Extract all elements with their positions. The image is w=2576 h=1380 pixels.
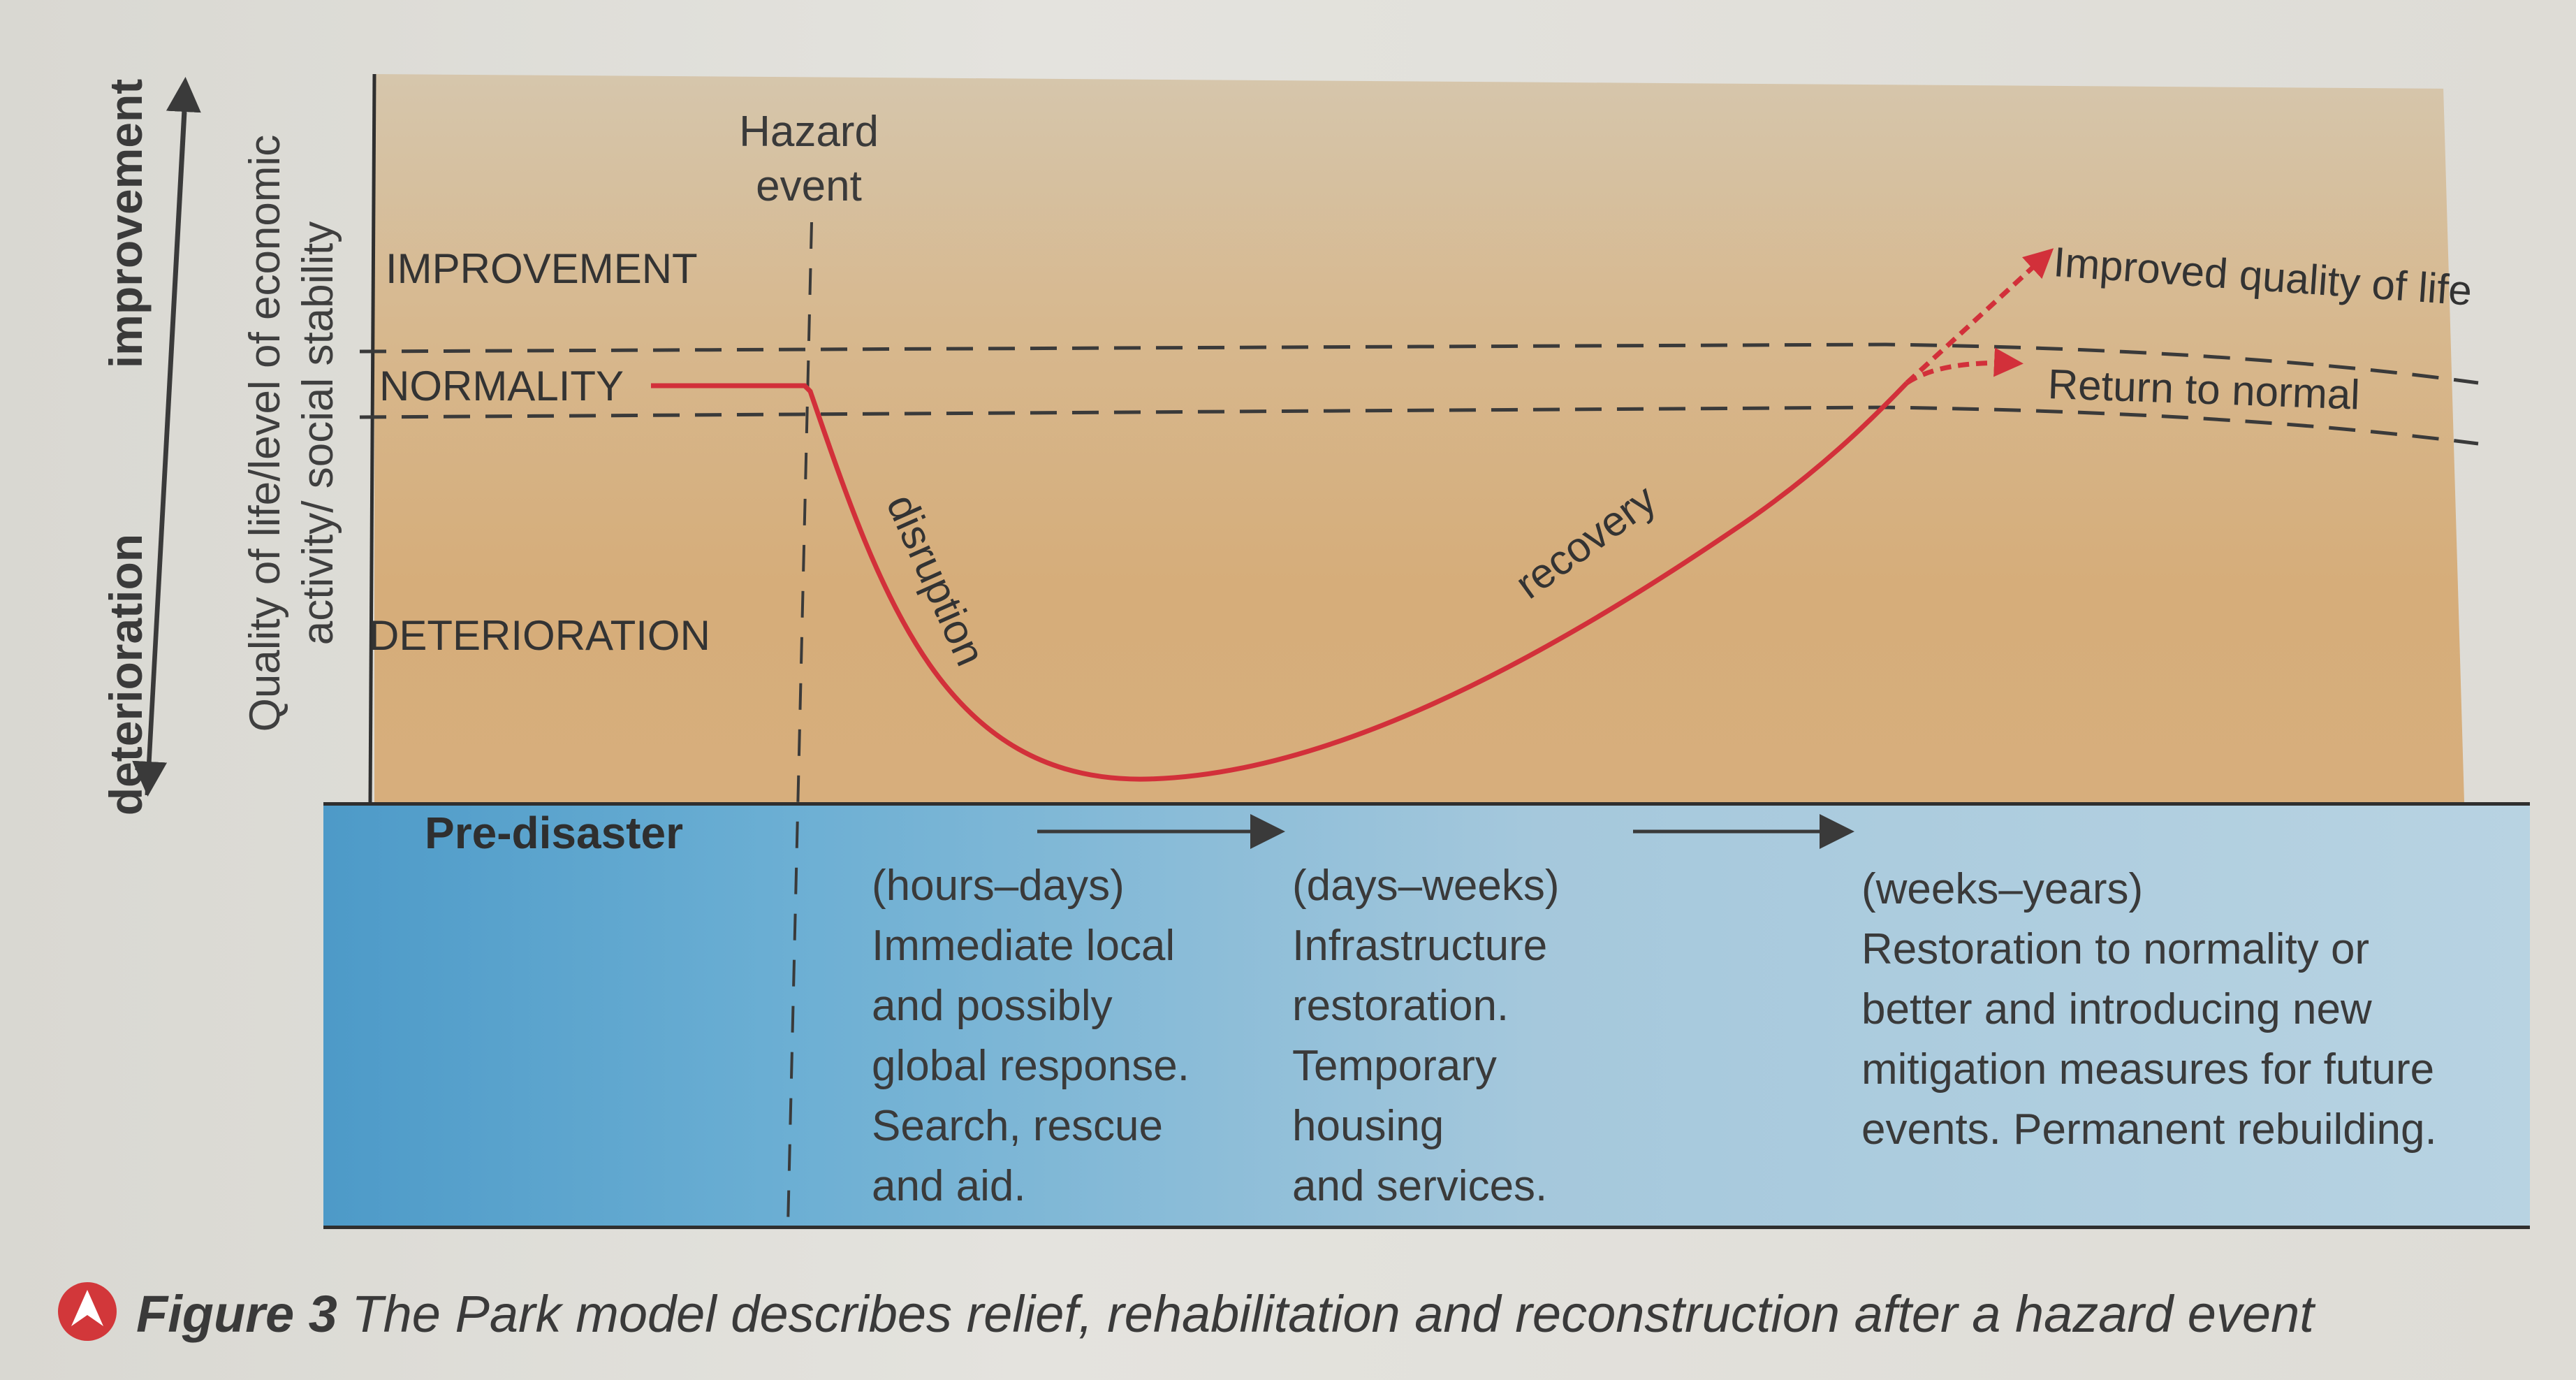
phase-reconstruction-time: (weeks–years) (1861, 865, 2144, 913)
band-deterioration-label: DETERIORATION (369, 612, 710, 659)
phase-reconstruction: (weeks–years) Restoration to normality o… (1861, 859, 2437, 1160)
band-improvement-label: IMPROVEMENT (386, 245, 698, 292)
normal-outcome-arrow-icon (1905, 347, 2024, 385)
phase-relief-time: (hours–days) (872, 862, 1125, 910)
band-normality-label: NORMALITY (379, 363, 624, 409)
axis-deterioration-label: deterioration (100, 533, 152, 816)
axis-improvement-label: improvement (100, 78, 152, 369)
phase-rehabilitation: (days–weeks) Infrastructure restoration.… (1292, 856, 1559, 1216)
phase-relief: (hours–days) Immediate local and possibl… (872, 856, 1190, 1216)
pre-disaster-label: Pre-disaster (425, 808, 683, 858)
phase-timeline-panel (323, 802, 2530, 1229)
chart-plot-area (374, 74, 2464, 802)
figure-caption-text: The Park model describes relief, rehabil… (351, 1285, 2314, 1343)
hazard-event-label: Hazard event (739, 108, 879, 210)
phase-relief-text: Immediate local and possibly global resp… (872, 922, 1190, 1210)
figure-number: Figure 3 (136, 1285, 337, 1343)
deterioration-arrow-icon (132, 111, 187, 797)
phase-rehabilitation-text: Infrastructure restoration. Temporary ho… (1292, 922, 1548, 1210)
y-axis-title: Quality of life/level of economic activi… (241, 134, 342, 732)
normality-lower-line (359, 405, 2479, 446)
hazard-event-line (786, 221, 813, 1227)
y-axis-line (368, 73, 376, 803)
improved-outcome-arrow-icon (1905, 248, 2054, 385)
park-model-curve (651, 381, 1909, 782)
phase-reconstruction-text: Restoration to normality or better and i… (1861, 925, 2437, 1154)
normality-upper-line (359, 342, 2479, 385)
phase-rehabilitation-time: (days–weeks) (1292, 862, 1560, 910)
figure-caption: Figure 3 The Park model describes relief… (136, 1284, 2314, 1344)
